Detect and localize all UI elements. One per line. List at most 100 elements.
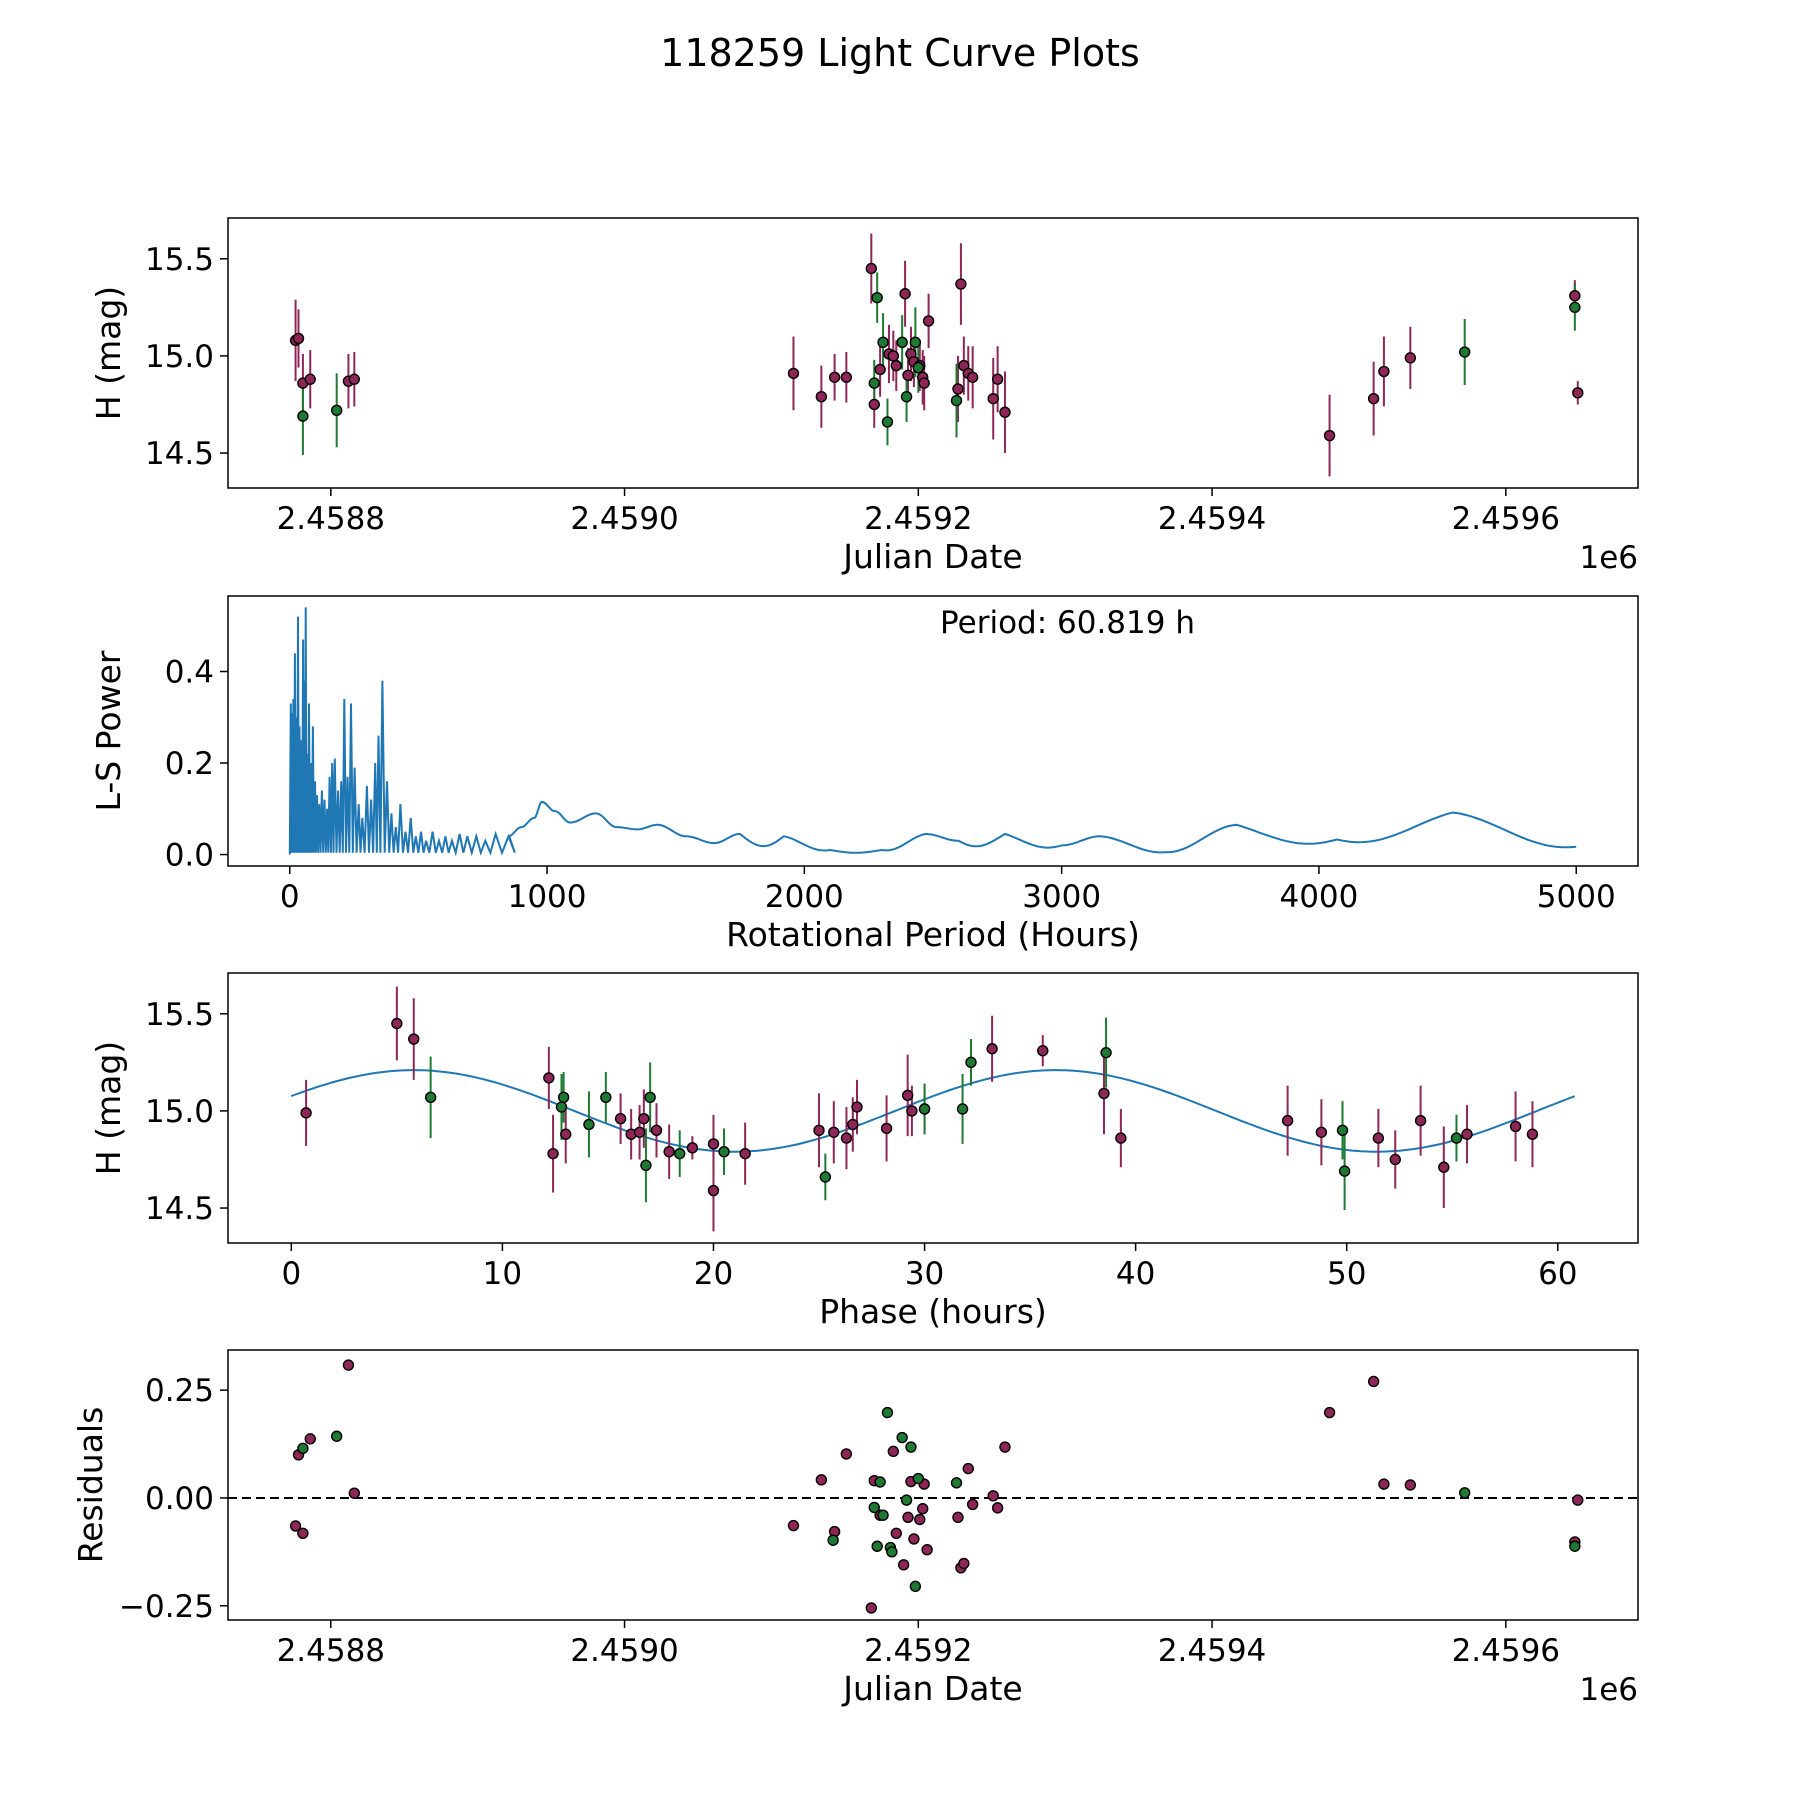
residuals-point-band_a (1572, 1494, 1584, 1506)
phase-point-band_a (638, 1112, 650, 1125)
phase-point-band_a (739, 1147, 751, 1160)
residuals-plot-area (228, 1359, 1638, 1614)
residuals-point-band_b (868, 1501, 880, 1514)
phase-xlabel: Phase (hours) (819, 1292, 1047, 1331)
residuals-point-band_a (966, 1498, 979, 1511)
phase-xtick-label: 0 (281, 1256, 301, 1292)
residuals-point-band_b (881, 1406, 894, 1419)
lightcurve-offset-label: 1e6 (1579, 540, 1638, 576)
residuals-point-band_b (330, 1430, 343, 1442)
residuals-point-band_a (865, 1602, 878, 1614)
phase-point-band_a (880, 1122, 893, 1135)
phase-point-band_a (986, 1043, 998, 1055)
lightcurve-point-band_a (828, 371, 841, 383)
residuals-point-band_a (342, 1359, 355, 1371)
lightcurve-point-band_b (877, 336, 889, 349)
residuals-point-band_b (900, 1494, 913, 1506)
phase-point-band_a (560, 1128, 572, 1140)
residuals-point-band_a (952, 1511, 964, 1524)
residuals-point-band_a (297, 1527, 309, 1540)
lightcurve-point-band_b (868, 377, 880, 389)
lightcurve-point-band_a (815, 391, 828, 403)
phase-xtick-label: 30 (905, 1256, 944, 1292)
periodogram-ylabel: L-S Power (89, 650, 128, 811)
phase-xtick-label: 40 (1116, 1256, 1155, 1292)
residuals-point-band_a (1323, 1406, 1336, 1419)
phase-point-band_a (707, 1184, 720, 1197)
phase-point-band_b (674, 1147, 686, 1160)
phase-point-band_a (840, 1132, 853, 1144)
phase-point-band_b (1336, 1124, 1349, 1137)
phase-point-band_b (640, 1159, 652, 1172)
phase-point-band_b (644, 1091, 656, 1104)
lightcurve-point-band_a (966, 371, 979, 383)
lightcurve-xtick-label: 2.4596 (1452, 501, 1560, 537)
residuals-offset-label: 1e6 (1579, 1672, 1638, 1708)
phase-fit-curve (290, 1069, 1576, 1153)
lightcurve-point-band_b (896, 336, 908, 349)
phase-point-band_a (1526, 1128, 1539, 1140)
phase-point-band_a (1098, 1087, 1110, 1100)
periodogram-power-line (288, 607, 1577, 857)
residuals-point-band_a (304, 1433, 316, 1445)
residuals-point-band_b (896, 1431, 908, 1444)
phase-ytick-label: 14.5 (145, 1191, 214, 1227)
lightcurve-point-band_a (922, 315, 935, 327)
phase-point-band_b (600, 1091, 612, 1104)
phase-point-band_a (408, 1033, 420, 1045)
residuals-point-band_a (902, 1511, 914, 1524)
phase-point-band_a (633, 1126, 646, 1138)
phase-point-band_a (847, 1118, 859, 1131)
lightcurve-point-band_a (899, 288, 911, 300)
residuals-point-band_a (958, 1557, 970, 1570)
lightcurve-point-band_b (881, 416, 894, 428)
phase-point-band_a (1389, 1153, 1401, 1166)
residuals-point-band_b (1569, 1540, 1581, 1552)
phase-frame (227, 972, 1639, 1244)
residuals-xtick-label: 2.4594 (1158, 1633, 1266, 1669)
residuals-xtick-label: 2.4596 (1452, 1633, 1560, 1669)
residuals-point-band_a (348, 1487, 361, 1499)
lightcurve-point-band_a (1378, 365, 1390, 378)
phase-ylabel: H (mag) (89, 1041, 128, 1175)
lightcurve-point-band_a (890, 359, 902, 372)
residuals-ylabel: Residuals (71, 1407, 110, 1564)
lightcurve-point-band_a (865, 262, 878, 275)
lightcurve-panel: 2.4588 2.4590 2.4592 2.4594 2.4596 14.5 15.0 15… (89, 217, 1639, 576)
phase-point-band_a (901, 1089, 914, 1102)
periodogram-ytick-label: 0.0 (165, 838, 214, 874)
phase-panel: 0 10 20 30 40 50 60 14.5 15.0 15.5 Phase (hours) H … (89, 972, 1639, 1331)
lightcurve-frame (227, 217, 1639, 489)
lightcurve-point-band_a (918, 377, 930, 389)
phase-point-band_a (300, 1107, 312, 1119)
phase-point-band_a (1438, 1161, 1450, 1173)
periodogram-xtick-label: 2000 (765, 879, 844, 915)
lightcurve-ytick-label: 14.5 (145, 436, 214, 472)
residuals-point-band_a (991, 1502, 1004, 1514)
residuals-point-band_a (914, 1513, 926, 1526)
phase-point-band_a (1461, 1128, 1473, 1140)
periodogram-frame (227, 595, 1639, 867)
lightcurve-ytick-label: 15.0 (145, 339, 214, 375)
phase-point-band_a (813, 1124, 825, 1137)
phase-point-band_a (1414, 1114, 1427, 1127)
residuals-point-band_b (871, 1540, 883, 1552)
residuals-xlabel: Julian Date (841, 1669, 1023, 1708)
periodogram-xtick-label: 0 (280, 879, 300, 915)
residuals-ytick-label: 0.00 (145, 1481, 214, 1517)
phase-point-band_b (424, 1091, 437, 1104)
phase-point-band_a (391, 1017, 403, 1030)
phase-point-band_a (650, 1124, 663, 1137)
residuals-point-band_a (815, 1474, 828, 1486)
lightcurve-point-band_a (787, 367, 800, 380)
residuals-point-band_a (908, 1533, 920, 1545)
lightcurve-point-band_a (1572, 387, 1584, 399)
phase-point-band_a (707, 1138, 720, 1150)
phase-point-band_a (686, 1142, 699, 1154)
lightcurve-point-band_a (987, 392, 999, 405)
residuals-point-band_a (921, 1543, 933, 1556)
phase-point-band_b (583, 1118, 595, 1131)
phase-ytick-label: 15.5 (145, 997, 214, 1033)
residuals-point-band_a (1378, 1478, 1390, 1490)
